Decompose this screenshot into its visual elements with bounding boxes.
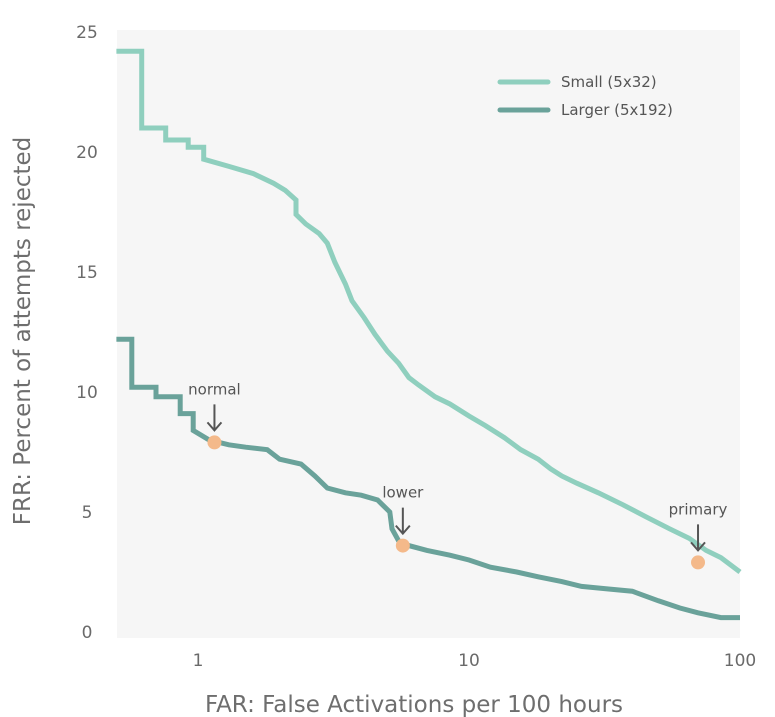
annotation-arrow-normal (206, 404, 223, 432)
y-axis-title: FRR: Percent of attempts rejected (10, 137, 36, 526)
plot-area (117, 30, 740, 638)
legend: Small (5x32) Larger (5x192) (497, 73, 673, 119)
annotation-label-primary: primary (669, 500, 728, 518)
annotation-arrow-primary (690, 524, 706, 552)
y-tick-label: 0 (82, 623, 93, 643)
y-tick-label: 10 (76, 383, 98, 403)
x-axis: 1 10 100 (193, 651, 757, 671)
annotation-arrow-lower (395, 507, 411, 536)
series-line-small (116, 48, 742, 574)
y-tick-label: 20 (76, 143, 98, 163)
legend-label-small: Small (5x32) (561, 73, 657, 91)
y-tick-label: 15 (76, 263, 98, 283)
x-tick-label: 100 (724, 651, 756, 671)
y-tick-label: 5 (82, 503, 93, 523)
annotation-marker-primary (691, 555, 706, 570)
series-line-larger (116, 336, 740, 621)
x-tick-label: 1 (193, 651, 204, 671)
annotation-label-lower: lower (382, 484, 424, 502)
annotation-layer: normal lower primary (188, 380, 728, 570)
annotation-label-normal: normal (188, 380, 241, 398)
x-tick-label: 10 (458, 651, 480, 671)
annotation-marker-lower (395, 538, 410, 553)
series-layer (116, 48, 742, 621)
y-tick-label: 25 (76, 23, 98, 43)
x-axis-title: FAR: False Activations per 100 hours (205, 692, 623, 717)
legend-label-larger: Larger (5x192) (561, 101, 673, 119)
annotation-marker-normal (207, 435, 222, 450)
y-axis: 0 5 10 15 20 25 (76, 23, 98, 643)
